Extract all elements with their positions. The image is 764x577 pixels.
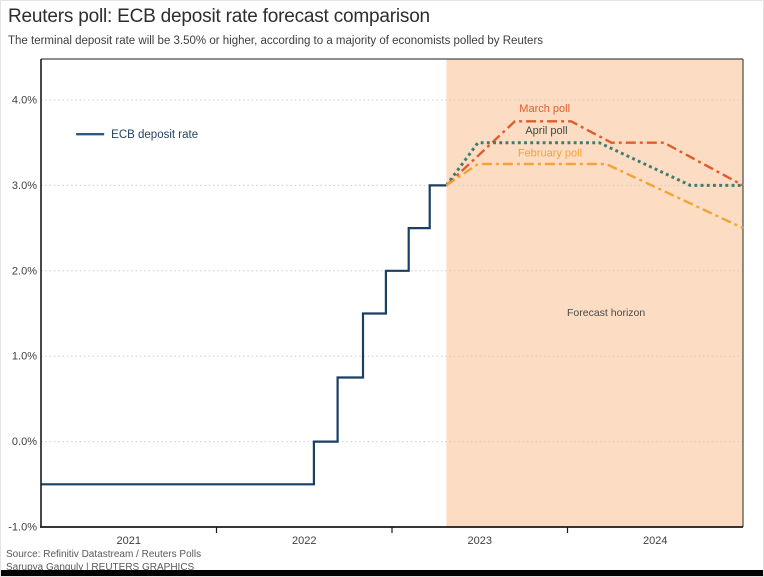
forecast-region: [446, 59, 743, 527]
x-tick-label: 2021: [117, 535, 141, 547]
series-label-march-poll: March poll: [519, 103, 570, 115]
series-line-march-poll: [445, 120, 744, 187]
y-tick-label: 0.0%: [12, 436, 37, 448]
page-subtitle: The terminal deposit rate will be 3.50% …: [8, 35, 544, 47]
x-tick-label: 2024: [643, 535, 667, 547]
series-line-ecb-deposit-rate: [41, 184, 447, 486]
y-tick-label: 2.0%: [12, 265, 37, 277]
y-tick-label: 1.0%: [12, 351, 37, 363]
series-label-february-poll: February poll: [518, 147, 582, 159]
source-line: Source: Refinitiv Datastream / Reuters P…: [6, 549, 202, 560]
x-tick-label: 2023: [468, 535, 492, 547]
legend-label: ECB deposit rate: [111, 129, 198, 141]
y-tick-label: -1.0%: [8, 522, 37, 534]
forecast-horizon-label: Forecast horizon: [567, 307, 645, 319]
series-label-april-poll: April poll: [525, 125, 567, 137]
credit-line: Sarupya Ganguly | REUTERS GRAPHICS: [6, 562, 195, 573]
y-tick-label: 4.0%: [12, 94, 37, 106]
series-line-april-poll: [445, 141, 743, 187]
bottom-bar: [1, 570, 763, 576]
x-tick-label: 2022: [292, 535, 316, 547]
page-title: Reuters poll: ECB deposit rate forecast …: [8, 6, 430, 27]
y-tick-label: 3.0%: [12, 180, 37, 192]
